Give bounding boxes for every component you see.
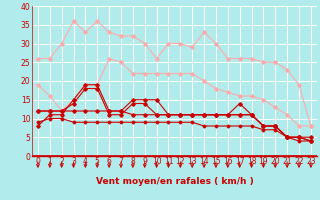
X-axis label: Vent moyen/en rafales ( km/h ): Vent moyen/en rafales ( km/h ) xyxy=(96,178,253,186)
